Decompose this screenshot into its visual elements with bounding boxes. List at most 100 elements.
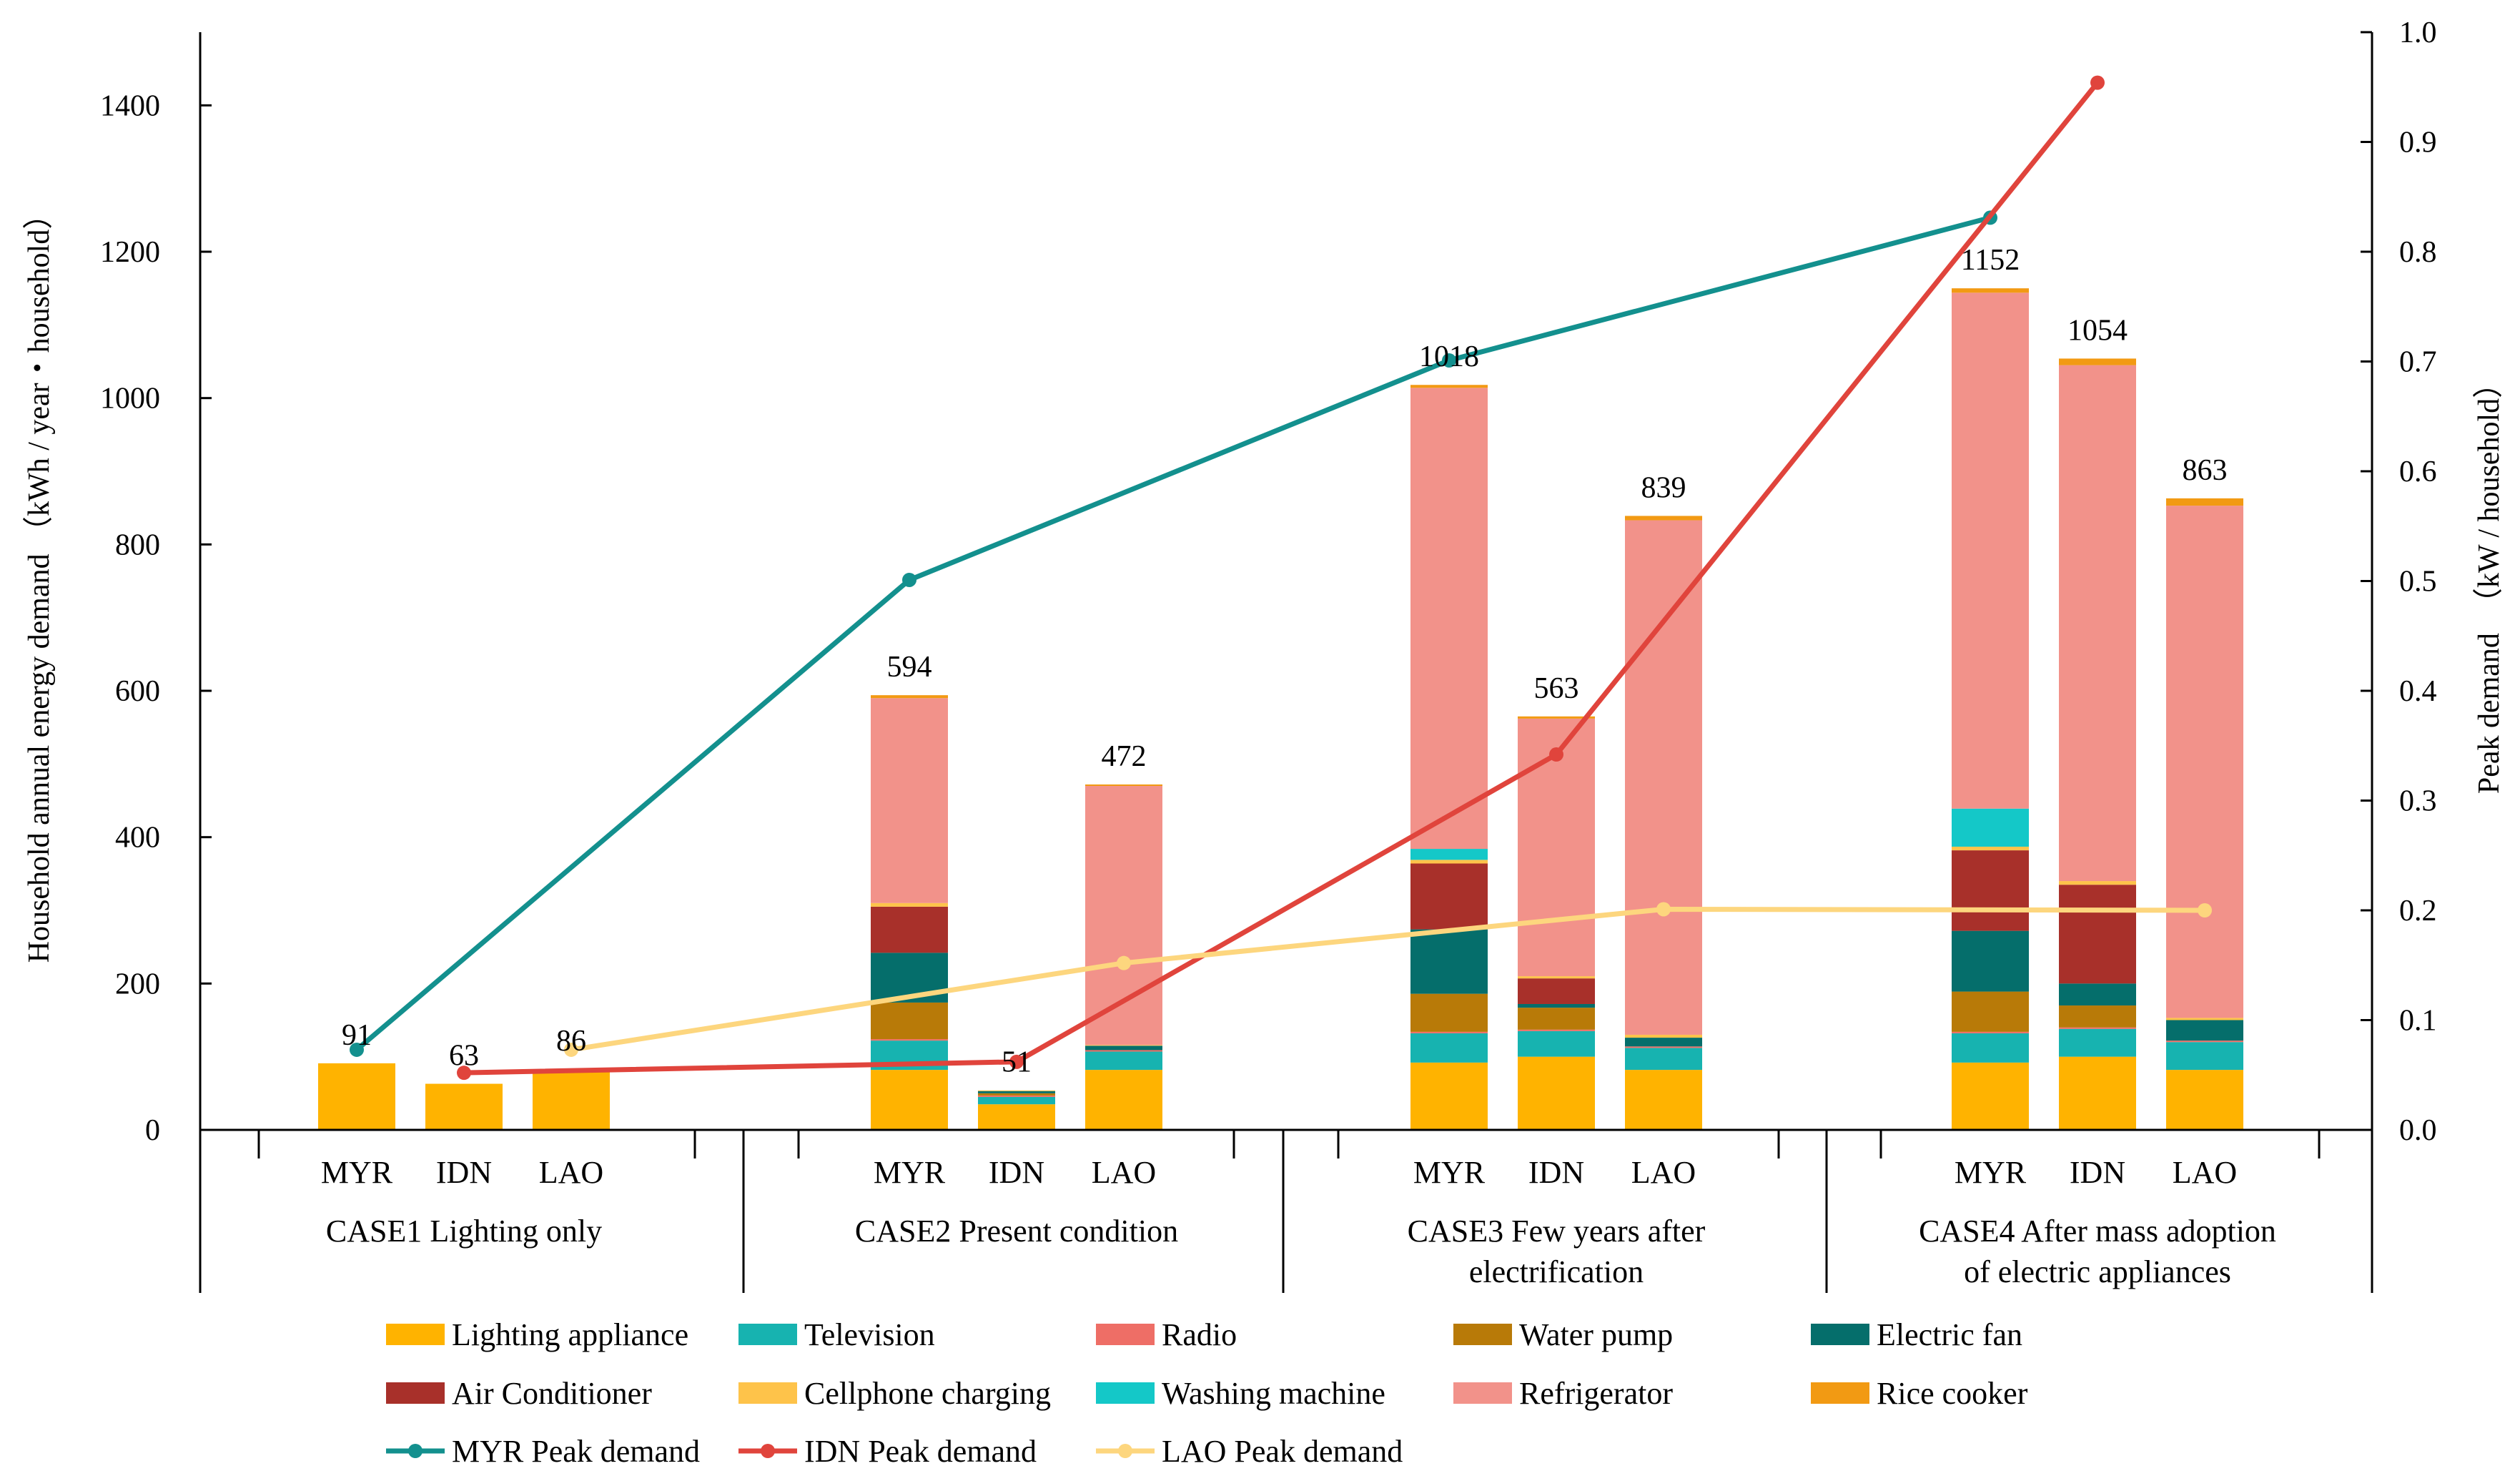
bar-segment (2059, 1005, 2136, 1028)
series-line (570, 906, 2205, 1053)
right-tick-label: 1.0 (2399, 16, 2437, 49)
right-tick-label: 0.6 (2399, 456, 2437, 488)
legend-label: IDN Peak demand (804, 1434, 1037, 1469)
case-label: CASE2 Present condition (855, 1214, 1178, 1249)
case-label: CASE1 Lighting only (326, 1214, 602, 1249)
bar-segment (1518, 716, 1595, 719)
data-point (902, 572, 916, 587)
bar-segment (978, 1095, 1055, 1097)
legend-label: Water pump (1519, 1317, 1673, 1352)
legend-label: Radio (1162, 1317, 1237, 1352)
bar-segment (2059, 358, 2136, 365)
bar-segment (2166, 1042, 2243, 1071)
bar-segment (1952, 1031, 2029, 1033)
legend-swatch (1096, 1324, 1155, 1345)
bar-total-label: 839 (1641, 471, 1686, 504)
left-axis-title: Household annual energy demand （kWh / ye… (23, 200, 56, 963)
bar-segment (1410, 993, 1488, 1032)
bar-segment (1410, 860, 1488, 864)
right-tick-label: 0.3 (2399, 785, 2437, 818)
legend-swatch (1811, 1324, 1869, 1345)
case-label: of electric appliances (1964, 1254, 2231, 1289)
category-axis: MYR IDN LAO CASE1 Lighting only MYR IDN LAO CAS… (199, 1130, 2373, 1293)
bar-segment (1952, 930, 2029, 992)
peak-demand-lines (350, 75, 2212, 1081)
bar-segment (1625, 516, 1702, 521)
bar-segment (2059, 1056, 2136, 1130)
country-label: IDN (2070, 1155, 2125, 1190)
bar-total-label: 1054 (2067, 314, 2128, 347)
bar-segment (1085, 1045, 1162, 1046)
bar-total-label: 1152 (1961, 244, 2020, 277)
legend-swatch (1811, 1382, 1869, 1404)
right-tick-label: 0.7 (2399, 346, 2437, 379)
bar-segment (318, 1063, 395, 1130)
bar-segment (2166, 1018, 2243, 1020)
bar-segment (1518, 1003, 1595, 1008)
bar-segment (1952, 991, 2029, 1032)
bar-segment (1410, 1033, 1488, 1063)
country-label: LAO (539, 1155, 603, 1190)
bar-segment (2166, 506, 2243, 1018)
left-tick-label: 1200 (100, 236, 160, 269)
bar-segment (1085, 786, 1162, 1046)
bar-segment (1085, 1051, 1162, 1071)
bar-segment (425, 1083, 503, 1130)
bar-segment (1410, 929, 1488, 994)
data-point (564, 1042, 578, 1057)
bar-segment (1952, 846, 2029, 851)
bar-segment (871, 698, 948, 903)
bar-segment (1085, 1046, 1162, 1051)
bar-total-label: 863 (2183, 454, 2228, 487)
data-point (1656, 902, 1671, 917)
bar-segment (1410, 388, 1488, 850)
bar-segment (1410, 849, 1488, 860)
left-tick-label: 800 (115, 528, 160, 561)
legend-label: Air Conditioner (452, 1376, 652, 1411)
bar-segment (1410, 863, 1488, 930)
right-tick-label: 0.9 (2399, 127, 2437, 159)
bar-segment (2059, 881, 2136, 885)
right-tick-label: 0.2 (2399, 895, 2437, 928)
country-label: MYR (874, 1155, 946, 1190)
country-label: LAO (1092, 1155, 1156, 1190)
bar-total-label: 1018 (1419, 340, 1479, 373)
data-point (2090, 75, 2105, 90)
bar-segment (1952, 1062, 2029, 1130)
legend-swatch (386, 1324, 445, 1345)
legend: Lighting appliance Television Radio Water p… (386, 1317, 2028, 1469)
bar-segment (1625, 1046, 1702, 1048)
bar-segment (1625, 1034, 1702, 1038)
left-tick-label: 400 (115, 822, 160, 855)
bar-segment (1410, 1031, 1488, 1033)
right-tick-label: 0.1 (2399, 1005, 2437, 1038)
legend-swatch (1453, 1382, 1512, 1404)
stacked-bars (318, 288, 2243, 1130)
bar-segment (1625, 1038, 1702, 1047)
left-tick-label: 1000 (100, 383, 160, 415)
legend-swatch (1096, 1382, 1155, 1404)
case-label: CASE3 Few years after (1408, 1214, 1706, 1249)
bar-segment (1518, 976, 1595, 979)
bar-total-label: 51 (1002, 1046, 1032, 1079)
bar-segment (1410, 385, 1488, 388)
legend-label: Lighting appliance (452, 1317, 688, 1352)
bar-segment (1952, 808, 2029, 847)
left-tick-label: 0 (145, 1114, 160, 1147)
bar-segment (1518, 1030, 1595, 1057)
legend-swatch (738, 1324, 797, 1345)
data-point (350, 1042, 364, 1057)
case-label: CASE4 After mass adoption (1919, 1214, 2276, 1249)
bar-segment (1952, 292, 2029, 809)
bar-segment (2059, 365, 2136, 882)
bar-segment (533, 1069, 610, 1130)
country-label: IDN (989, 1155, 1044, 1190)
data-point (1442, 353, 1456, 368)
legend-label: MYR Peak demand (452, 1434, 700, 1469)
data-point (2198, 903, 2212, 917)
legend-marker (1118, 1444, 1132, 1458)
legend-label: Rice cooker (1877, 1376, 2028, 1411)
bar-segment (1952, 850, 2029, 931)
legend-label: Washing machine (1162, 1376, 1385, 1411)
legend-label: Cellphone charging (804, 1376, 1051, 1411)
